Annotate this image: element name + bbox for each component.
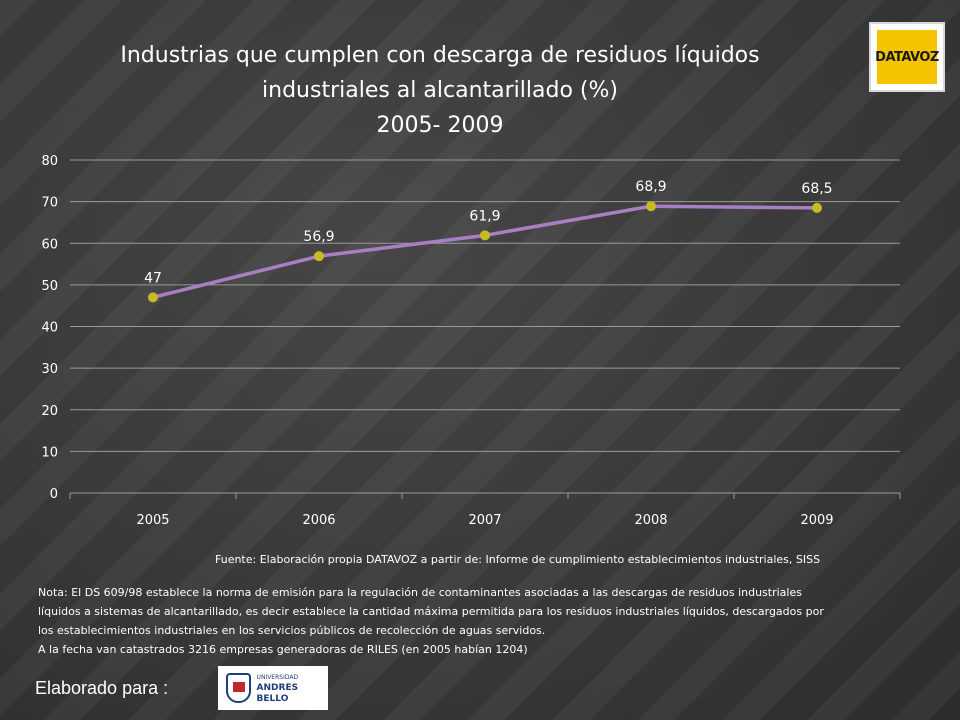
y-tick-label: 40 xyxy=(41,321,58,336)
data-point xyxy=(812,202,822,213)
y-tick-label: 70 xyxy=(41,196,58,211)
made-for-label: Elaborado para : xyxy=(35,678,169,698)
data-label: 68,9 xyxy=(635,179,666,195)
x-tick-label: 2005 xyxy=(136,513,169,528)
footnote-line: los establecimientos industriales en los… xyxy=(38,624,546,637)
data-label: 68,5 xyxy=(801,181,832,197)
data-label: 47 xyxy=(144,270,162,286)
unab-logo-line1: UNIVERSIDAD xyxy=(256,673,299,681)
footnote-line: A la fecha van catastrados 3216 empresas… xyxy=(38,643,528,656)
title-line-3: 2005- 2009 xyxy=(376,113,504,138)
source-note: Fuente: Elaboración propia DATAVOZ a par… xyxy=(215,553,821,566)
title-line-2: industriales al alcantarillado (%) xyxy=(262,78,618,103)
data-point xyxy=(314,251,324,262)
footnote: Nota: El DS 609/98 establece la norma de… xyxy=(38,583,953,659)
footnote-line: Nota: El DS 609/98 establece la norma de… xyxy=(38,586,802,599)
unab-logo: UNIVERSIDAD ANDRES BELLO xyxy=(218,666,328,710)
line-chart: 0 10 20 30 40 50 60 70 80 2005 2006 2007 2008 2009 47 5… xyxy=(41,154,901,528)
unab-logo-line2: ANDRES BELLO xyxy=(256,682,299,704)
data-point xyxy=(148,292,158,303)
title-line-1: Industrias que cumplen con descarga de r… xyxy=(120,43,760,68)
chart-title: Industrias que cumplen con descarga de r… xyxy=(60,38,820,143)
y-tick-label: 10 xyxy=(41,445,58,460)
data-label: 56,9 xyxy=(303,229,334,245)
x-tick-label: 2007 xyxy=(468,513,501,528)
y-tick-label: 80 xyxy=(41,154,58,169)
datavoz-logo-text: DATAVOZ xyxy=(875,30,939,84)
datavoz-logo: DATAVOZ xyxy=(869,22,945,92)
footnote-line: líquidos a sistemas de alcantarillado, e… xyxy=(38,605,824,618)
y-tick-label: 60 xyxy=(41,237,58,252)
data-point xyxy=(646,201,656,212)
data-point xyxy=(480,230,490,241)
y-tick-label: 30 xyxy=(41,362,58,377)
data-label: 61,9 xyxy=(469,208,500,224)
x-tick-label: 2008 xyxy=(634,513,667,528)
y-tick-label: 20 xyxy=(41,404,58,419)
y-tick-label: 50 xyxy=(41,279,58,294)
x-tick-label: 2006 xyxy=(302,513,335,528)
unab-crest-icon xyxy=(226,673,251,703)
x-tick-label: 2009 xyxy=(800,513,833,528)
y-tick-label: 0 xyxy=(50,487,58,502)
